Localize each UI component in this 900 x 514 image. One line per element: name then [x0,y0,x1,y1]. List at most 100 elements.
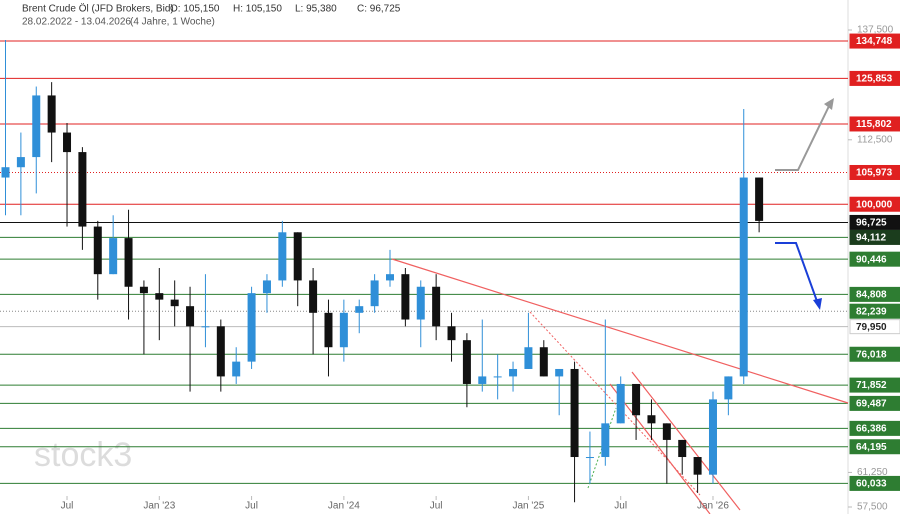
level-box [849,33,900,49]
candle-body [355,306,364,313]
y-tick-label: 57,500 [857,502,888,513]
y-tick-label: 61,250 [857,467,888,478]
candle-body [216,326,225,377]
candle-body [1,167,10,178]
level-label: 64,195 [856,442,887,453]
level-label: 60,033 [856,479,887,490]
watermark: stock3 [34,436,132,474]
candle-body [247,293,256,362]
quote-value: H: 105,150 [233,4,282,15]
x-tick-label: Jul [245,501,258,512]
level-box [849,286,900,302]
candle-body [416,286,425,320]
candle-body [524,347,533,369]
candle-body [324,312,333,348]
level-box [849,229,900,245]
level-label: 105,973 [856,168,893,179]
level-label: 76,018 [856,349,887,360]
y-tick-label: 137,500 [857,25,894,36]
candle-body [647,415,656,424]
candle-body [678,439,687,458]
level-box [849,319,900,335]
candle-body [447,326,456,341]
quote-value: O: 105,150 [170,4,220,15]
x-tick-label: Jan '23 [143,501,175,512]
candle-body [278,232,287,281]
candle-body [509,368,518,377]
candle-body [155,293,164,300]
candle-body [724,376,733,400]
candle-body [232,361,241,377]
level-label: 94,112 [856,233,886,244]
candle-body [755,177,764,221]
x-tick-label: Jan '26 [697,501,729,512]
level-label: 134,748 [856,36,893,47]
quote: O: 105,150 H: 105,150 L: 95,380 C: 96,725 [170,4,401,15]
candle-body [585,457,594,459]
candle-body [401,274,410,320]
candle-body [616,383,625,424]
level-label: 90,446 [856,254,887,265]
candle-body [201,326,210,328]
candle-body [124,238,133,287]
candle-body [170,299,179,307]
level-label: 82,239 [856,306,887,317]
level-box [849,439,900,455]
candle-body [708,399,717,475]
candle-body [462,340,471,384]
candle-body [262,280,271,294]
level-label: 115,802 [856,119,892,130]
candle-body [570,368,579,458]
period: (4 Jahre, 1 Woche) [130,17,215,28]
level-label: 96,725 [856,218,887,229]
quote-value: L: 95,380 [295,4,337,15]
level-label: 71,852 [856,380,887,391]
x-tick-label: Jan '25 [512,501,544,512]
candle-body [601,423,610,458]
level-box [849,214,900,230]
level-box [849,420,900,436]
level-box [849,70,900,86]
level-box [849,251,900,267]
candle-body [309,280,318,313]
candle-body [32,95,41,158]
candle-body [539,347,548,377]
level-label: 84,808 [856,290,887,301]
level-box [849,395,900,411]
candle-body [432,286,441,327]
chart-title: Brent Crude Öl (JFD Brokers, Bid) [22,3,174,15]
candle-body [739,177,748,377]
candle-body [109,238,118,275]
x-tick-label: Jan '24 [328,501,360,512]
date-range: 28.02.2022 - 13.04.2026 [22,17,131,28]
candle-body [693,457,702,475]
candle-body [47,95,56,133]
candle-body [93,226,102,275]
quote-value: C: 96,725 [357,4,401,15]
drawings [391,98,849,514]
candle-body [63,132,72,153]
level-label: 125,853 [856,74,893,85]
x-tick-label: Jul [61,501,74,512]
level-box [849,346,900,362]
x-tick-label: Jul [430,501,443,512]
level-box [849,377,900,393]
y-tick-label: 112,500 [857,134,893,145]
level-label: 69,487 [856,399,887,410]
candle-body [16,157,25,168]
candle-body [339,312,348,348]
candle-body [78,152,87,227]
candle-body [370,280,379,307]
level-label: 100,000 [856,199,893,210]
candle-body [555,368,564,377]
level-box [849,196,900,212]
level-box [849,164,900,180]
candle-body [186,306,195,327]
level-box [849,303,900,319]
candle-body [139,286,148,294]
level-label: 66,386 [856,424,887,435]
candle-body [493,376,502,378]
level-box [849,116,900,132]
